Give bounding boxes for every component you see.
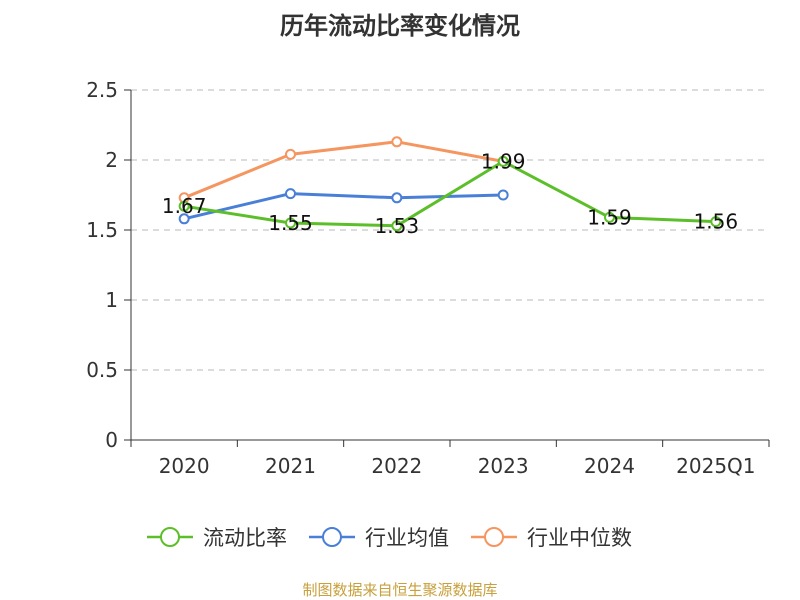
legend-label: 流动比率 bbox=[203, 526, 287, 550]
data-label: 1.55 bbox=[268, 211, 313, 235]
legend-item[interactable]: 行业均值 bbox=[309, 526, 449, 550]
data-point bbox=[178, 213, 190, 225]
series-line bbox=[183, 192, 504, 221]
data-label: 1.56 bbox=[694, 210, 739, 234]
x-tick-label: 2023 bbox=[478, 454, 529, 478]
data-point bbox=[391, 220, 403, 232]
data-point bbox=[285, 217, 296, 229]
y-tick-label: 0.5 bbox=[86, 358, 118, 382]
source-footer: 制图数据来自恒生聚源数据库 bbox=[302, 581, 498, 599]
x-tick-label: 2021 bbox=[265, 454, 316, 478]
data-label: 1.59 bbox=[587, 205, 632, 229]
data-label: 1.67 bbox=[162, 194, 207, 218]
y-tick-label: 2.5 bbox=[86, 78, 118, 102]
legend-marker bbox=[160, 527, 180, 547]
legend-marker bbox=[322, 527, 342, 547]
series-line bbox=[183, 140, 504, 200]
x-tick-label: 2025Q1 bbox=[676, 454, 755, 478]
data-point bbox=[391, 136, 403, 148]
y-tick-label: 1.5 bbox=[86, 218, 118, 242]
data-point bbox=[391, 192, 403, 204]
series-line bbox=[183, 159, 716, 228]
data-point bbox=[604, 211, 615, 223]
legend-label: 行业均值 bbox=[365, 526, 449, 550]
y-tick-label: 0 bbox=[105, 428, 118, 452]
legend-label: 行业中位数 bbox=[527, 526, 632, 550]
data-point bbox=[285, 148, 296, 160]
data-point bbox=[497, 155, 509, 167]
legend-item[interactable]: 行业中位数 bbox=[471, 526, 632, 550]
x-tick-label: 2020 bbox=[159, 454, 210, 478]
data-point bbox=[178, 200, 190, 212]
legend-marker bbox=[484, 527, 504, 547]
legend-item[interactable]: 流动比率 bbox=[147, 526, 287, 550]
data-point bbox=[497, 189, 509, 201]
data-label: 1.99 bbox=[481, 149, 526, 173]
chart-title: 历年流动比率变化情况 bbox=[280, 12, 520, 40]
y-tick-label: 2 bbox=[105, 148, 118, 172]
data-point bbox=[285, 188, 296, 200]
data-label: 1.53 bbox=[375, 214, 420, 238]
x-tick-label: 2022 bbox=[371, 454, 422, 478]
x-tick-label: 2024 bbox=[584, 454, 635, 478]
y-tick-label: 1 bbox=[105, 288, 118, 312]
data-point bbox=[710, 216, 722, 228]
